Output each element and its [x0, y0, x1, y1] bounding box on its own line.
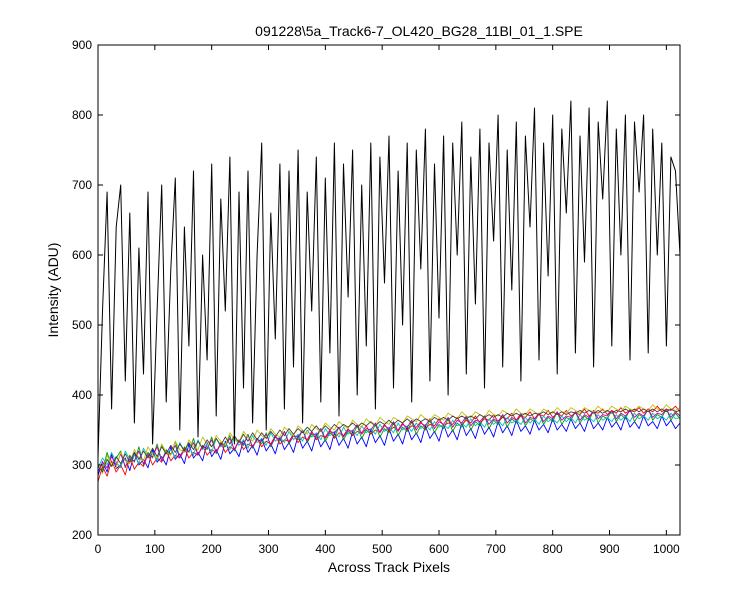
x-tick-label: 300	[258, 542, 278, 556]
x-tick-label: 600	[429, 542, 449, 556]
series-line-3	[97, 405, 681, 482]
y-tick-label: 700	[72, 178, 92, 192]
chart-title: 091228\5a_Track6-7_OL420_BG28_11Bl_01_1.…	[255, 23, 583, 39]
x-tick-label: 900	[600, 542, 620, 556]
y-tick-label: 600	[72, 248, 92, 262]
plot-frame	[97, 44, 681, 536]
axis-layer: 0 100 200 300 400 500 600 700 800 900 1000 200 300 40…	[72, 38, 680, 556]
x-tick-label: 100	[145, 542, 165, 556]
y-axis-title: Intensity (ADU)	[45, 243, 61, 338]
x-tick-label: 700	[486, 542, 506, 556]
series-line-4	[97, 412, 681, 469]
y-tick-label: 800	[72, 108, 92, 122]
x-tick-label: 1000	[653, 542, 680, 556]
x-tick-label: 0	[95, 542, 102, 556]
y-tick-label: 900	[72, 38, 92, 52]
x-tick-label: 800	[543, 542, 563, 556]
x-tick-label: 500	[372, 542, 392, 556]
x-axis-title: Across Track Pixels	[328, 559, 450, 575]
series-line-0	[97, 100, 681, 459]
series-line-7	[97, 408, 681, 473]
x-tick-label: 400	[315, 542, 335, 556]
y-tick-label: 300	[72, 458, 92, 472]
series-layer	[97, 100, 681, 482]
y-tick-label: 200	[72, 528, 92, 542]
y-tick-label: 400	[72, 388, 92, 402]
x-tick-label: 200	[202, 542, 222, 556]
y-tick-label: 500	[72, 318, 92, 332]
